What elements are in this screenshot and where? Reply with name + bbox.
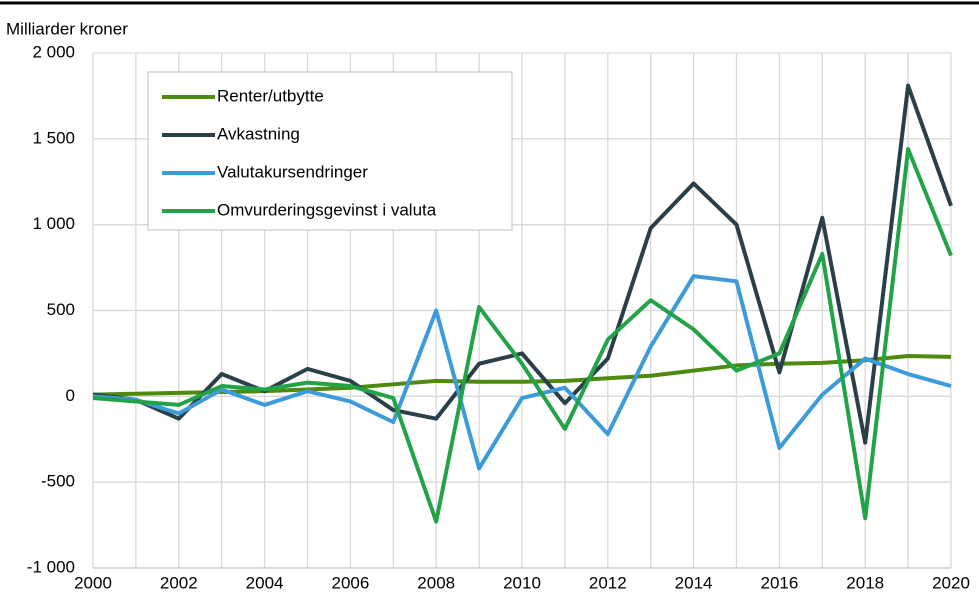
x-tick-label: 2014 bbox=[675, 573, 713, 592]
y-tick-label: 1 500 bbox=[32, 128, 75, 147]
x-tick-label: 2002 bbox=[160, 573, 198, 592]
legend-label: Avkastning bbox=[217, 124, 300, 143]
legend-label: Renter/utbytte bbox=[217, 86, 324, 105]
x-tick-label: 2006 bbox=[331, 573, 369, 592]
y-tick-label: 0 bbox=[66, 386, 75, 405]
series-line bbox=[92, 274, 952, 471]
y-tick-label: -500 bbox=[41, 472, 75, 491]
x-tick-label: 2020 bbox=[932, 573, 970, 592]
y-tick-label: -1 000 bbox=[27, 557, 75, 576]
x-tick-label: 2000 bbox=[74, 573, 112, 592]
series-line bbox=[92, 353, 952, 397]
x-tick-label: 2004 bbox=[246, 573, 284, 592]
legend-box bbox=[147, 71, 513, 231]
x-tick-label: 2008 bbox=[417, 573, 455, 592]
legend-label: Valutakursendringer bbox=[217, 162, 368, 181]
y-tick-label: 500 bbox=[47, 300, 75, 319]
y-axis-label: Milliarder kroner bbox=[6, 19, 128, 38]
x-tick-label: 2016 bbox=[760, 573, 798, 592]
y-tick-label: 2 000 bbox=[32, 42, 75, 61]
legend-label: Omvurderingsgevinst i valuta bbox=[217, 200, 437, 219]
y-tick-label: 1 000 bbox=[32, 214, 75, 233]
series-line bbox=[92, 83, 953, 445]
x-tick-label: 2018 bbox=[846, 573, 884, 592]
series-line bbox=[92, 147, 953, 524]
x-tick-label: 2012 bbox=[589, 573, 627, 592]
x-tick-label: 2010 bbox=[503, 573, 541, 592]
